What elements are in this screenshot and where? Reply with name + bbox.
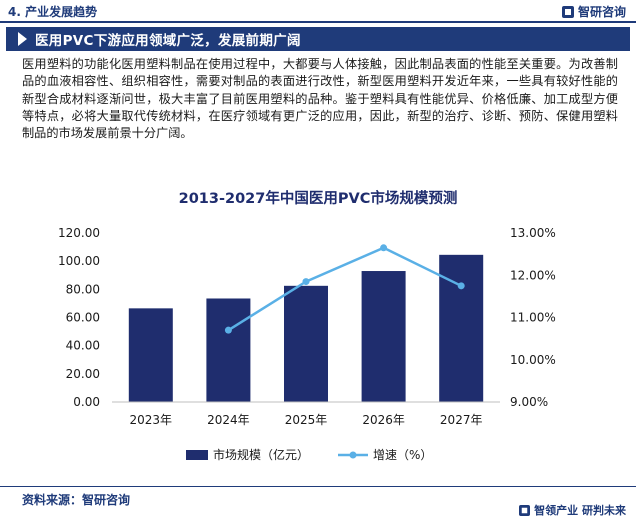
brand-logo-icon	[561, 5, 574, 18]
legend-bar-label: 市场规模（亿元）	[213, 447, 309, 462]
right-tick-label: 11.00%	[510, 311, 556, 325]
left-tick-label: 0.00	[73, 395, 100, 409]
brand-logo: 智研咨询	[561, 3, 626, 20]
chart-title: 2013-2027年中国医用PVC市场规模预测	[179, 189, 458, 207]
left-tick-label: 20.00	[66, 367, 100, 381]
right-axis: 9.00% 10.00% 11.00% 12.00% 13.00%	[510, 226, 556, 409]
left-tick-label: 120.00	[58, 226, 100, 240]
left-axis: 0.00 20.00 40.00 60.00 80.00 100.00 120.00	[58, 226, 100, 409]
slogan-logo-icon	[519, 504, 531, 516]
x-tick-label: 2025年	[285, 413, 328, 427]
bar	[128, 308, 173, 402]
legend-bar-swatch	[186, 450, 208, 460]
right-tick-label: 9.00%	[510, 395, 548, 409]
line-point	[457, 282, 465, 290]
market-size-chart: 2013-2027年中国医用PVC市场规模预测 0.00 20.00 40.00 60…	[58, 189, 556, 462]
right-tick-label: 13.00%	[510, 226, 556, 240]
footer-divider	[0, 486, 636, 487]
line-point	[224, 326, 232, 334]
body-paragraph: 医用塑料的功能化医用塑料制品在使用过程中，大都要与人体接触，因此制品表面的性能至…	[22, 57, 618, 141]
bar	[206, 298, 251, 402]
legend-line-marker	[349, 451, 357, 459]
x-tick-label: 2026年	[362, 413, 405, 427]
legend: 市场规模（亿元） 增速（%）	[186, 447, 432, 462]
headline-text: 医用PVC下游应用领域广泛，发展前期广阔	[35, 33, 301, 49]
x-tick-label: 2023年	[130, 413, 173, 427]
data-source: 资料来源：智研咨询	[22, 493, 131, 507]
headline-bar: 医用PVC下游应用领域广泛，发展前期广阔	[6, 27, 630, 51]
left-tick-label: 100.00	[58, 254, 100, 268]
legend-line-label: 增速（%）	[373, 448, 432, 462]
bar-series	[128, 254, 484, 402]
line-point	[380, 244, 388, 252]
section-title: 4. 产业发展趋势	[8, 5, 98, 19]
slogan-text: 智领产业 研判未来	[534, 504, 626, 517]
line-series	[224, 244, 465, 334]
x-tick-label: 2024年	[207, 413, 250, 427]
growth-line	[227, 246, 462, 332]
x-axis: 2023年 2024年 2025年 2026年 2027年	[130, 413, 483, 427]
line-point	[302, 278, 310, 286]
top-bar: 4. 产业发展趋势 智研咨询	[0, 0, 636, 24]
header-divider	[0, 21, 636, 23]
bar	[284, 285, 328, 402]
triangle-icon	[18, 32, 27, 46]
x-tick-label: 2027年	[440, 413, 483, 427]
left-tick-label: 60.00	[66, 311, 100, 325]
left-tick-label: 40.00	[66, 339, 100, 353]
left-tick-label: 80.00	[66, 282, 100, 296]
right-tick-label: 12.00%	[510, 268, 556, 282]
brand-name: 智研咨询	[577, 5, 626, 19]
slogan: 智领产业 研判未来	[519, 502, 626, 518]
bar	[361, 271, 406, 402]
right-tick-label: 10.00%	[510, 353, 556, 367]
